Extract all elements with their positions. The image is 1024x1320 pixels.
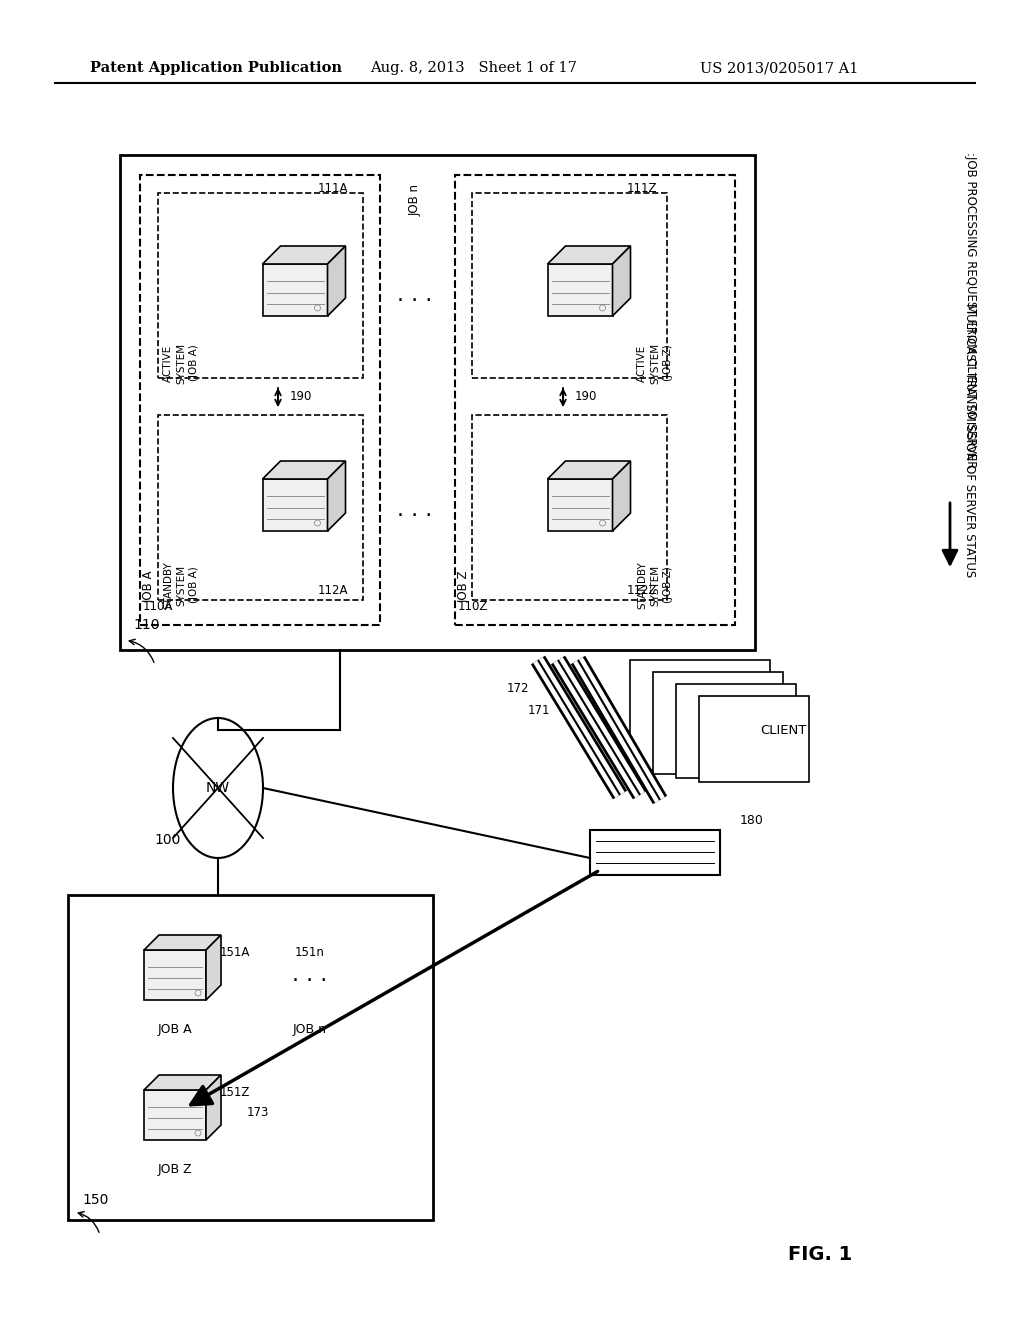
FancyBboxPatch shape (472, 414, 667, 601)
Polygon shape (144, 1074, 221, 1090)
Text: . . .: . . . (293, 965, 328, 985)
Polygon shape (328, 246, 345, 315)
Polygon shape (206, 1074, 221, 1140)
Text: . . .: . . . (397, 500, 432, 520)
Polygon shape (612, 461, 631, 531)
Text: SYSTEM: SYSTEM (650, 342, 660, 384)
Bar (548, 264, 612, 315)
Bar (653, 672, 783, 774)
Polygon shape (144, 935, 221, 950)
Text: 190: 190 (575, 391, 597, 404)
Text: Aug. 8, 2013   Sheet 1 of 17: Aug. 8, 2013 Sheet 1 of 17 (370, 61, 577, 75)
Text: 111Z: 111Z (627, 181, 657, 194)
Text: 172: 172 (507, 681, 529, 694)
Bar (262, 264, 328, 315)
Bar (120, 154, 755, 649)
Text: (JOB A): (JOB A) (189, 566, 199, 603)
Text: 110: 110 (133, 618, 160, 632)
FancyBboxPatch shape (472, 193, 667, 378)
Bar (262, 479, 328, 531)
Text: JOB Z: JOB Z (458, 570, 471, 603)
Text: NW: NW (206, 781, 230, 795)
Text: JOB n: JOB n (409, 183, 422, 216)
Text: SYSTEM: SYSTEM (176, 342, 186, 384)
Text: CLIENT: CLIENT (760, 723, 806, 737)
Text: STANDBY: STANDBY (637, 561, 647, 609)
Bar (676, 684, 796, 777)
Bar (699, 696, 809, 781)
Text: FIG. 1: FIG. 1 (787, 1246, 852, 1265)
Bar (590, 830, 720, 875)
Bar (144, 950, 206, 1001)
Text: JOB A: JOB A (158, 1023, 193, 1036)
FancyBboxPatch shape (140, 176, 380, 624)
Text: 180: 180 (740, 813, 764, 826)
Text: 151Z: 151Z (220, 1086, 251, 1100)
Text: 151A: 151A (220, 946, 251, 960)
Text: 190: 190 (290, 391, 312, 404)
Polygon shape (548, 246, 631, 264)
Text: JOB A: JOB A (143, 570, 156, 603)
Text: STANDBY: STANDBY (163, 561, 173, 609)
Text: . . .: . . . (397, 285, 432, 305)
Text: (JOB A): (JOB A) (189, 345, 199, 381)
Text: JOB n: JOB n (293, 1023, 327, 1036)
FancyBboxPatch shape (158, 193, 362, 378)
FancyBboxPatch shape (158, 414, 362, 601)
Bar (68, 895, 433, 1220)
Bar (630, 660, 770, 770)
Text: (JOB Z): (JOB Z) (663, 566, 673, 603)
Text: (JOB Z): (JOB Z) (663, 345, 673, 381)
Text: 110Z: 110Z (458, 601, 488, 614)
Text: ACTIVE: ACTIVE (637, 345, 647, 381)
Text: :JOB PROCESSING REQUEST FROM CLIENT TO SERVER: :JOB PROCESSING REQUEST FROM CLIENT TO S… (964, 152, 977, 469)
Ellipse shape (173, 718, 263, 858)
Polygon shape (328, 461, 345, 531)
Bar (548, 479, 612, 531)
Text: MULTICAST TRANSMISSION OF SERVER STATUS: MULTICAST TRANSMISSION OF SERVER STATUS (964, 302, 977, 577)
Polygon shape (612, 246, 631, 315)
Text: 150: 150 (82, 1193, 109, 1206)
FancyBboxPatch shape (455, 176, 735, 624)
Text: Patent Application Publication: Patent Application Publication (90, 61, 342, 75)
Text: SYSTEM: SYSTEM (176, 565, 186, 606)
Bar (144, 1090, 206, 1140)
Text: 110A: 110A (143, 601, 173, 614)
Text: ACTIVE: ACTIVE (163, 345, 173, 381)
Text: JOB Z: JOB Z (158, 1163, 193, 1176)
Polygon shape (206, 935, 221, 1001)
Text: 100: 100 (155, 833, 181, 847)
Text: 151n: 151n (295, 946, 325, 960)
Polygon shape (548, 461, 631, 479)
Polygon shape (262, 461, 345, 479)
Text: 171: 171 (528, 704, 551, 717)
Text: SYSTEM: SYSTEM (650, 565, 660, 606)
Text: 112A: 112A (318, 583, 348, 597)
Text: 173: 173 (247, 1106, 269, 1119)
Text: US 2013/0205017 A1: US 2013/0205017 A1 (700, 61, 858, 75)
Polygon shape (262, 246, 345, 264)
Text: 111A: 111A (318, 181, 348, 194)
Text: 112Z: 112Z (627, 583, 657, 597)
